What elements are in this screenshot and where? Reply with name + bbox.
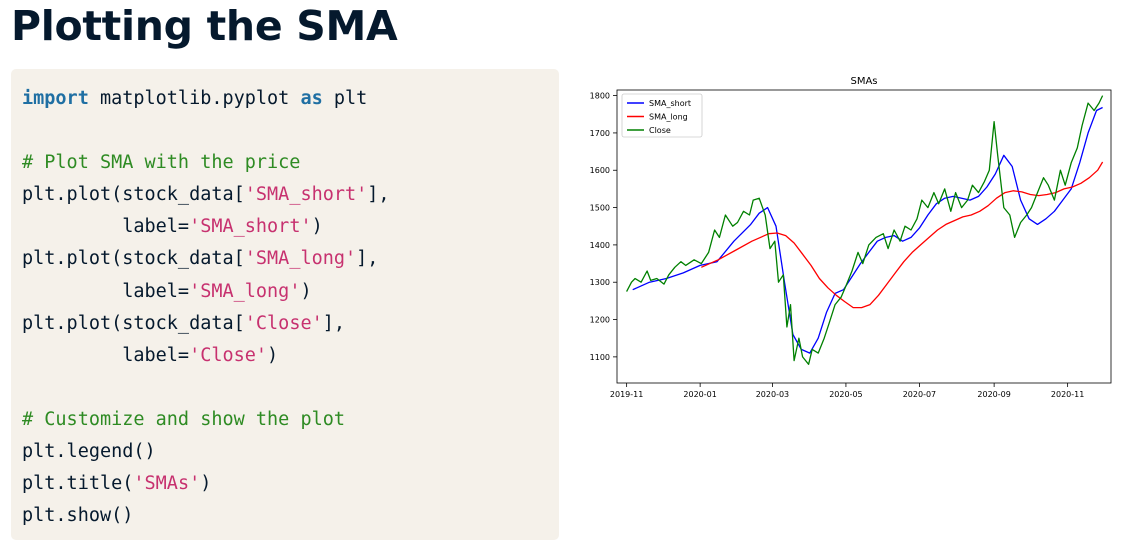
y-tick-label: 1300 bbox=[590, 278, 610, 287]
x-tick-label: 2020-11 bbox=[1051, 390, 1084, 399]
chart-title: SMAs bbox=[850, 76, 877, 87]
y-tick-label: 1800 bbox=[590, 92, 610, 101]
code-token: plt.show() bbox=[22, 505, 134, 527]
code-line: label='Close') bbox=[22, 340, 390, 372]
legend-label: Close bbox=[649, 126, 671, 135]
y-tick-label: 1200 bbox=[590, 316, 610, 325]
code-line: plt.plot(stock_data['SMA_long'], bbox=[22, 243, 390, 275]
code-token: plt bbox=[322, 88, 368, 109]
code-line: plt.plot(stock_data['Close'], bbox=[22, 308, 390, 340]
legend-label: SMA_short bbox=[649, 99, 691, 108]
plot-frame bbox=[616, 89, 1112, 384]
code-line: label='SMA_short') bbox=[22, 211, 390, 243]
code-token: plt.plot(stock_data[ bbox=[22, 184, 245, 206]
code-string: 'SMA_long' bbox=[189, 280, 301, 302]
sma-chart: SMAs 1100 1200 1300 1400 1500 1600 1700 1800 2019… bbox=[575, 70, 1135, 405]
code-comment: # Plot SMA with the price bbox=[22, 152, 301, 174]
code-token: ) bbox=[200, 473, 212, 495]
y-tick-label: 1400 bbox=[590, 241, 610, 250]
code-string: 'SMA_short' bbox=[189, 216, 312, 238]
legend-box bbox=[621, 93, 703, 138]
y-tick-label: 1600 bbox=[590, 166, 610, 175]
code-string: 'SMA_short' bbox=[244, 184, 368, 206]
code-line: import matplotlib.pyplot as plt bbox=[22, 83, 390, 115]
code-line: plt.plot(stock_data['SMA_short'], bbox=[22, 179, 390, 211]
code-text: import matplotlib.pyplot as plt # Plot SM… bbox=[22, 83, 390, 532]
code-line bbox=[22, 372, 390, 404]
slide-title: Plotting the SMA bbox=[11, 2, 398, 50]
code-token: ) bbox=[311, 216, 323, 238]
code-line: # Customize and show the plot bbox=[22, 404, 390, 436]
y-tick-label: 1700 bbox=[590, 129, 610, 138]
code-token: ], bbox=[322, 312, 346, 334]
code-block: import matplotlib.pyplot as plt # Plot SM… bbox=[11, 69, 559, 540]
x-tick-label: 2020-01 bbox=[683, 390, 716, 399]
code-token: label= bbox=[22, 216, 190, 238]
code-line: label='SMA_long') bbox=[22, 276, 390, 308]
code-string: 'Close' bbox=[244, 312, 323, 334]
code-token: ], bbox=[367, 184, 390, 206]
code-line: plt.legend() bbox=[22, 436, 390, 468]
x-tick-label: 2019-11 bbox=[610, 390, 643, 399]
y-tick-label: 1100 bbox=[590, 353, 610, 362]
code-keyword: as bbox=[300, 88, 323, 109]
code-token: plt.plot(stock_data[ bbox=[22, 248, 245, 270]
x-tick-label: 2020-05 bbox=[829, 390, 862, 399]
code-line: plt.title('SMAs') bbox=[22, 468, 390, 500]
code-token: ) bbox=[300, 280, 312, 302]
code-token: ) bbox=[267, 344, 279, 366]
code-token: label= bbox=[22, 344, 190, 366]
x-tick-label: 2020-03 bbox=[756, 390, 789, 399]
code-string: 'SMA_long' bbox=[244, 248, 357, 270]
series-line-sma-short bbox=[632, 106, 1103, 354]
code-line: # Plot SMA with the price bbox=[22, 147, 390, 179]
code-string: 'SMAs' bbox=[133, 473, 201, 495]
code-token: label= bbox=[22, 280, 190, 302]
x-tick-label: 2020-09 bbox=[977, 390, 1010, 399]
series-line-sma-long bbox=[701, 161, 1104, 309]
series-line-close bbox=[626, 95, 1104, 365]
code-token: plt.title( bbox=[22, 473, 134, 495]
code-token: plt.plot(stock_data[ bbox=[22, 312, 245, 334]
code-token: plt.legend() bbox=[22, 441, 156, 463]
code-keyword: import bbox=[22, 88, 89, 109]
code-line: plt.show() bbox=[22, 500, 390, 532]
chart-svg: SMAs 1100 1200 1300 1400 1500 1600 1700 1800 2019… bbox=[590, 76, 1112, 399]
code-string: 'Close' bbox=[189, 344, 268, 366]
y-tick-label: 1500 bbox=[590, 204, 610, 213]
code-token: ], bbox=[356, 248, 379, 270]
code-token: matplotlib.pyplot bbox=[88, 88, 301, 109]
code-comment: # Customize and show the plot bbox=[22, 408, 346, 430]
code-line bbox=[22, 115, 390, 147]
x-tick-label: 2020-07 bbox=[903, 390, 936, 399]
legend-label: SMA_long bbox=[649, 113, 688, 122]
